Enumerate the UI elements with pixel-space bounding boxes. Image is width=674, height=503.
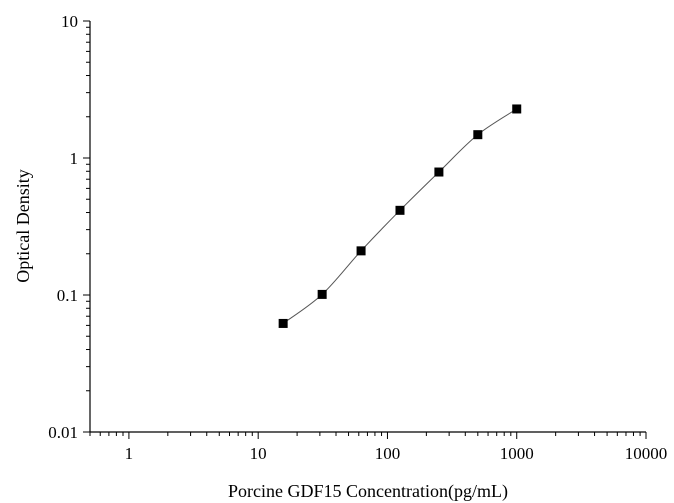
data-point (512, 104, 522, 114)
x-tick-label: 1 (125, 444, 134, 463)
y-tick-label: 1 (70, 149, 79, 168)
y-axis-title: Optical Density (13, 169, 33, 282)
series-layer (278, 104, 522, 328)
data-point (317, 289, 327, 299)
x-tick-label: 10000 (625, 444, 668, 463)
y-tick-label: 0.1 (57, 286, 78, 305)
x-tick-label: 1000 (500, 444, 534, 463)
y-tick-label: 0.01 (48, 423, 78, 442)
ticks (83, 20, 647, 439)
tick-labels: 1 10 100 1000 10000 0.01 0.1 1 10 (48, 12, 667, 463)
axes (89, 21, 646, 433)
data-point (278, 318, 288, 328)
data-point (473, 130, 483, 140)
x-tick-label: 10 (250, 444, 267, 463)
data-point (434, 167, 444, 177)
data-point (356, 246, 366, 256)
y-tick-label: 10 (61, 12, 78, 31)
x-tick-label: 100 (375, 444, 401, 463)
x-axis-title: Porcine GDF15 Concentration(pg/mL) (228, 481, 508, 502)
data-point (395, 205, 405, 215)
